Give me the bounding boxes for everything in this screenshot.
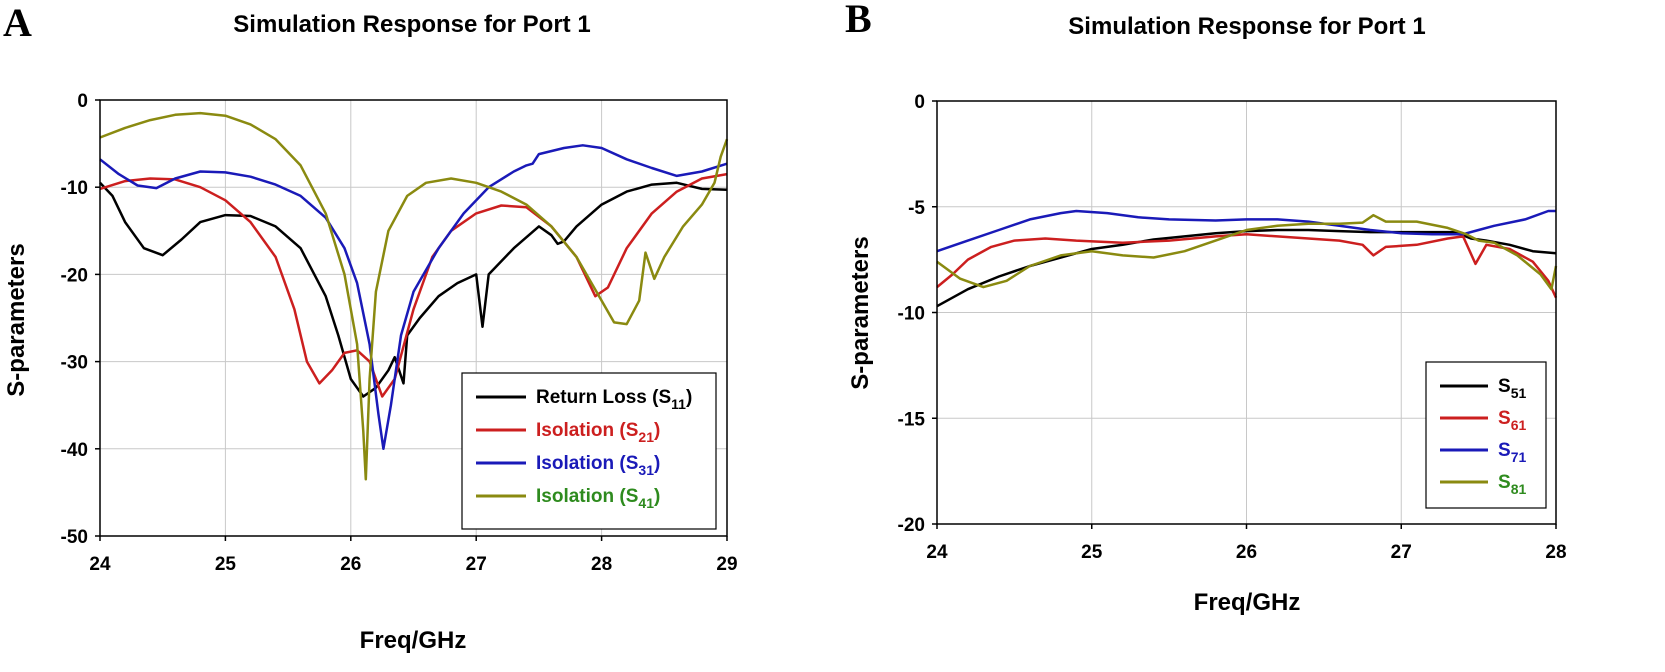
panel-a-y-tick-label: -50 [61,527,88,548]
panel-a-x-tick-label: 28 [591,554,612,575]
panel-a-legend: Return Loss (S11) Isolation (S21) Isolatio… [461,372,717,530]
panel-b-x-tick-label: 27 [1391,542,1412,563]
panel-b-ticks: 24 25 26 27 28 0 -5 -10 -15 -20 [898,92,1567,563]
panel-a-series-line-41 [99,111,729,481]
panel-b-title: Simulation Response for Port 1 [1068,13,1425,40]
panel-b-ylabel: S-parameters [847,236,874,389]
panel-a-x-tick-label: 27 [466,554,487,575]
panel-b-series-line-61 [936,232,1558,299]
panel-b-y-tick-label: -15 [898,409,926,430]
panel-a-legend-label: Isolation (S31) [536,453,660,478]
panel-a-legend-label: Return Loss (S11) [536,387,692,412]
panel-b-y-tick-label: -5 [908,198,925,219]
panel-a-letter: A [3,0,32,45]
panel-a-legend-label: Isolation (S41) [536,486,660,511]
panel-b: B Simulation Response for Port 1 S-param… [845,0,1567,616]
panel-a-plot-frame [99,99,728,537]
panel-a-series-line-21 [99,172,728,398]
panel-a-title: Simulation Response for Port 1 [233,11,590,38]
panel-b-legend-box [1425,361,1547,509]
panel-b-xlabel: Freq/GHz [1194,589,1301,616]
panel-a-legend-label: Isolation (S21) [536,420,660,445]
panel-b-letter: B [845,0,872,41]
panel-a-x-tick-label: 29 [716,554,737,575]
panel-b-legend: S51 S61 S71 S81 [1425,361,1547,509]
panel-a-ticks: 24 25 26 27 28 29 0 -10 -20 -30 -40 -50 [61,91,738,575]
panel-b-y-tick-label: -20 [898,515,925,536]
panel-b-series-line-71 [936,209,1556,253]
panel-a-x-tick-label: 26 [340,554,361,575]
panel-a-y-tick-label: 0 [77,91,88,112]
panel-b-series [936,209,1558,308]
panel-a-series-line-11 [99,181,728,398]
panel-b-legend-label: S51 [1498,376,1526,401]
panel-b-legend-label: S71 [1498,440,1526,465]
panel-a: A Simulation Response for Port 1 S-param… [3,0,738,654]
panel-a-y-tick-label: -40 [61,440,88,461]
panel-b-plot-frame [936,100,1557,525]
panel-a-y-tick-label: -30 [61,353,88,374]
panel-b-legend-label: S81 [1498,472,1526,497]
panel-b-y-tick-label: 0 [914,92,925,113]
panel-a-xlabel: Freq/GHz [360,627,467,654]
panel-a-y-tick-label: -10 [61,178,88,199]
panel-b-y-tick-label: -10 [898,304,925,325]
panel-a-series-line-31 [99,144,728,451]
panel-b-x-tick-label: 26 [1236,542,1257,563]
panel-a-ylabel: S-parameters [3,243,30,396]
panel-a-x-tick-label: 24 [89,554,111,575]
panel-b-x-tick-label: 24 [926,542,948,563]
panel-b-series-line-81 [936,213,1558,291]
panel-b-x-tick-label: 25 [1081,542,1103,563]
panel-a-y-tick-label: -20 [61,265,88,286]
panel-a-series [99,111,729,481]
panel-a-x-tick-label: 25 [215,554,237,575]
panel-b-x-tick-label: 28 [1545,542,1566,563]
panel-a-legend-box [461,372,717,530]
panel-a-grid [100,100,727,536]
panel-b-legend-label: S61 [1498,408,1526,433]
